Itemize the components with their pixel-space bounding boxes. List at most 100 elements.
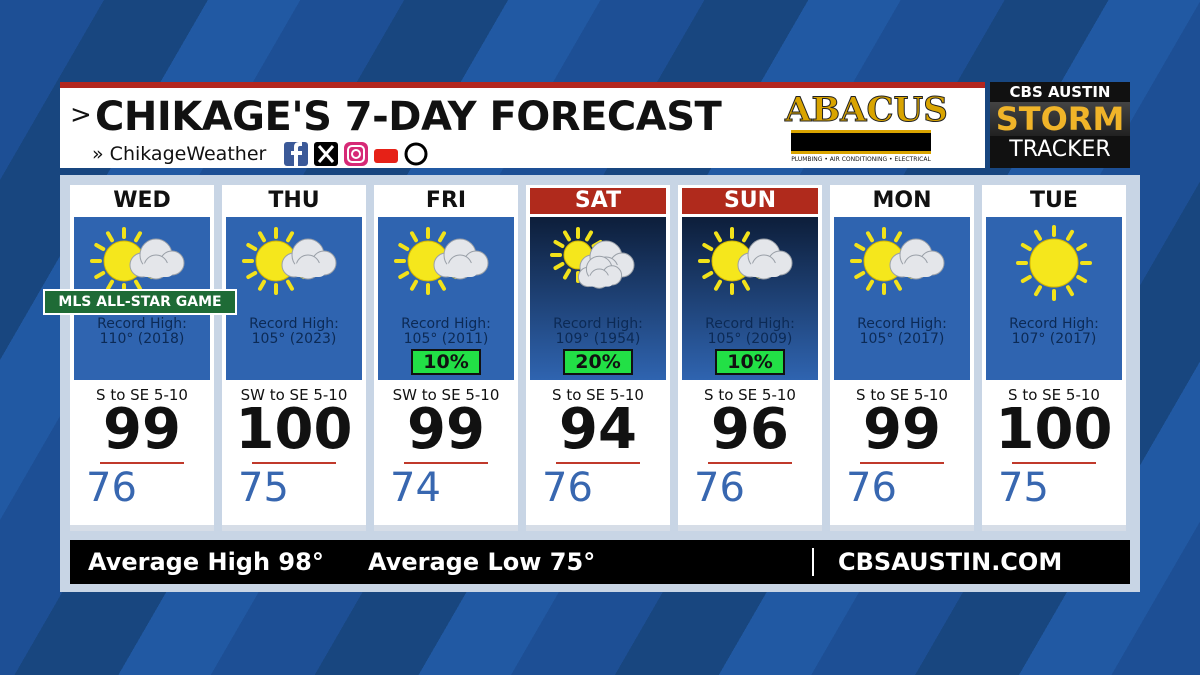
- x-glyph: [317, 145, 335, 163]
- average-low: Average Low 75°: [368, 548, 596, 576]
- card-base: [678, 525, 822, 531]
- cloud-base: [586, 275, 614, 287]
- day-card: FRI Record High: 105° (2011) 10% SW to SE 5-…: [374, 185, 518, 531]
- card-base: [982, 525, 1126, 531]
- day-name: TUE: [1030, 188, 1078, 213]
- record-label: Record High:: [705, 316, 795, 332]
- brand-top: STORM: [990, 102, 1130, 136]
- record-label: Record High:: [401, 316, 491, 332]
- wind: S to SE 5-10: [552, 386, 644, 404]
- rain-chance: 20%: [563, 349, 633, 375]
- website: CBSAUSTIN.COM: [838, 548, 1063, 576]
- sun-ray: [894, 279, 902, 291]
- sun-ray: [1076, 243, 1088, 251]
- handle-row: » ChikageWeather: [92, 143, 266, 165]
- sun-ray: [742, 279, 750, 291]
- event-banner: MLS ALL-STAR GAME: [43, 289, 237, 315]
- day-name: SUN: [682, 188, 818, 214]
- sun-ray: [410, 279, 418, 291]
- record-label: Record High:: [857, 316, 947, 332]
- sun-ray: [866, 279, 874, 291]
- card-base: [222, 525, 366, 531]
- wind: S to SE 5-10: [1008, 386, 1100, 404]
- high-temp: 96: [711, 397, 789, 462]
- sun: [1029, 238, 1079, 288]
- cloud-base: [292, 263, 326, 277]
- high-temp: 100: [995, 397, 1113, 462]
- day-name: SAT: [530, 188, 666, 214]
- sun-ray: [1034, 229, 1042, 241]
- sky-panel: Record High: 105° (2011): [378, 217, 514, 380]
- temp-divider: [1012, 462, 1096, 464]
- weather-icon: [550, 227, 635, 289]
- temp-divider: [860, 462, 944, 464]
- sun-ray: [258, 279, 266, 291]
- cloud-base: [140, 263, 174, 277]
- header-accent: [60, 82, 985, 89]
- sun-ray: [134, 279, 142, 291]
- record-label: Record High:: [97, 316, 187, 332]
- sponsor-bar: [791, 130, 931, 154]
- record-high: 105° (2023): [251, 331, 337, 347]
- cloud-base: [748, 263, 782, 277]
- record-high: 105° (2009): [707, 331, 793, 347]
- day-card: MON Record High: 105° (2017) S to SE 5-10 99…: [830, 185, 974, 531]
- sun-ray: [246, 243, 258, 251]
- sponsor-name: ABACUS: [785, 90, 949, 130]
- day-card: SUN Record High: 105° (2009) 10% S to SE 5-1…: [678, 185, 822, 531]
- temp-divider: [404, 462, 488, 464]
- sun-ray: [106, 231, 114, 243]
- low-temp: 76: [694, 465, 745, 511]
- sun-ray: [1020, 243, 1032, 251]
- day-card: TUE Record High: 107° (2017) S to SE 5-10 10…: [982, 185, 1126, 531]
- low-temp: 76: [846, 465, 897, 511]
- social-icons: [284, 142, 428, 166]
- card-base: [70, 525, 214, 531]
- sun-ray: [866, 231, 874, 243]
- sun-ray: [438, 279, 446, 291]
- high-temp: 94: [559, 397, 637, 462]
- sun-ray: [1066, 229, 1074, 241]
- cloud-base: [900, 263, 934, 277]
- facebook-glyph: [291, 142, 302, 166]
- record-high: 105° (2011): [403, 331, 489, 347]
- sun-ray: [894, 231, 902, 243]
- weather-icon: [394, 227, 489, 295]
- footer-bar: Average High 98° Average Low 75° CBSAUST…: [70, 540, 1130, 584]
- wind: S to SE 5-10: [704, 386, 796, 404]
- sun-ray: [742, 231, 750, 243]
- sponsor-logo: ABACUS PLUMBING • AIR CONDITIONING • ELE…: [785, 90, 949, 166]
- record-high: 107° (2017): [1011, 331, 1097, 347]
- weather-icon: [850, 227, 945, 295]
- day-name: THU: [268, 188, 320, 213]
- day-name: MON: [872, 188, 932, 213]
- sun-ray: [714, 231, 722, 243]
- sun-ray: [438, 231, 446, 243]
- sun-ray: [94, 271, 106, 279]
- sun-ray: [1076, 275, 1088, 283]
- sun-ray: [106, 279, 114, 291]
- record-high: 109° (1954): [555, 331, 641, 347]
- handle: ChikageWeather: [109, 143, 267, 165]
- sun-ray: [563, 268, 571, 280]
- rain-chance: 10%: [411, 349, 481, 375]
- sun-ray: [553, 240, 565, 248]
- sun-ray: [1066, 285, 1074, 297]
- low-temp: 75: [238, 465, 289, 511]
- low-temp: 76: [86, 465, 137, 511]
- day-card: SAT Record High: 109° (1954) 20% S to SE 5-1…: [526, 185, 670, 531]
- station-logo: CBS AUSTIN STORM TRACKER: [990, 82, 1130, 168]
- rain-chance: 10%: [715, 349, 785, 375]
- title: CHIKAGE'S 7-DAY FORECAST: [95, 94, 722, 140]
- sun-ray: [398, 271, 410, 279]
- day-card: THU Record High: 105° (2023) SW to SE 5-10 1…: [222, 185, 366, 531]
- record-high: 105° (2017): [859, 331, 945, 347]
- low-temp: 75: [998, 465, 1049, 511]
- sun-ray: [1020, 275, 1032, 283]
- day-name: WED: [113, 188, 171, 213]
- high-temp: 99: [103, 397, 181, 462]
- sun-ray: [258, 231, 266, 243]
- temp-divider: [708, 462, 792, 464]
- sun-ray: [854, 271, 866, 279]
- sky-panel: Record High: 107° (2017): [986, 217, 1122, 380]
